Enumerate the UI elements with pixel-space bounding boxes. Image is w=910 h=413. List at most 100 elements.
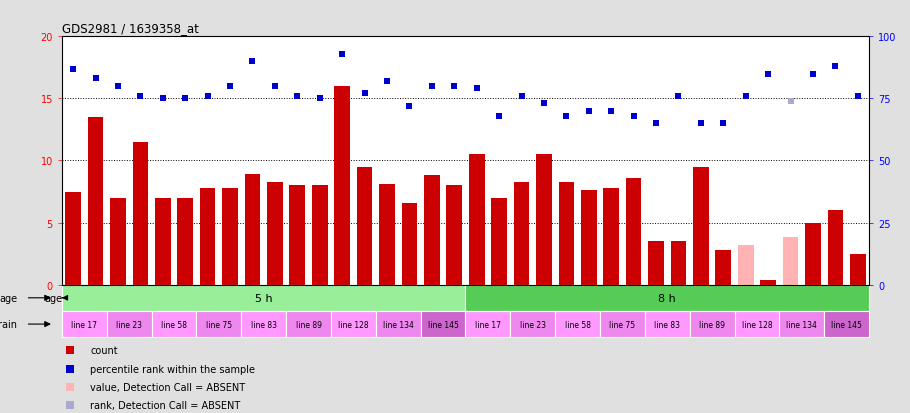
Point	[672, 93, 686, 100]
Bar	[152, 311, 197, 337]
Point	[447, 83, 461, 90]
Point	[537, 101, 551, 107]
Point	[649, 121, 663, 127]
Text: line 134: line 134	[786, 320, 817, 329]
Point	[312, 96, 327, 102]
Bar	[245, 175, 260, 285]
Text: line 145: line 145	[831, 320, 862, 329]
Text: strain: strain	[0, 319, 17, 329]
Text: line 134: line 134	[383, 320, 414, 329]
Bar	[155, 198, 170, 285]
Point	[514, 93, 529, 100]
Point	[290, 93, 305, 100]
Bar	[671, 242, 686, 285]
Bar	[827, 211, 844, 285]
Bar	[62, 311, 106, 337]
Bar	[626, 178, 642, 285]
Bar	[197, 311, 241, 337]
Text: GDS2981 / 1639358_at: GDS2981 / 1639358_at	[62, 22, 198, 35]
Bar	[850, 254, 865, 285]
Point	[200, 93, 215, 100]
Text: 5 h: 5 h	[255, 293, 272, 303]
Point	[245, 59, 259, 65]
Bar	[783, 238, 798, 285]
Point	[828, 64, 843, 70]
Text: line 58: line 58	[564, 320, 591, 329]
Bar	[312, 186, 328, 285]
Text: percentile rank within the sample: percentile rank within the sample	[90, 364, 255, 374]
Bar	[779, 311, 824, 337]
Bar	[581, 191, 597, 285]
Bar	[401, 203, 418, 285]
Point	[156, 96, 170, 102]
Bar	[648, 242, 664, 285]
Bar	[690, 311, 734, 337]
Bar	[110, 198, 126, 285]
Bar	[805, 223, 821, 285]
Bar	[466, 285, 869, 311]
Bar	[693, 167, 709, 285]
Text: line 89: line 89	[296, 320, 321, 329]
Point	[335, 51, 349, 58]
Point	[784, 98, 798, 105]
Bar	[536, 155, 551, 285]
Bar	[420, 311, 465, 337]
Text: line 83: line 83	[250, 320, 277, 329]
Point	[133, 93, 147, 100]
Bar	[286, 311, 331, 337]
Text: age: age	[0, 293, 17, 303]
Point	[559, 113, 573, 120]
Point	[111, 83, 126, 90]
Text: count: count	[90, 345, 117, 355]
Point	[379, 78, 394, 85]
Bar	[133, 142, 148, 285]
Bar	[334, 87, 350, 285]
Bar	[177, 198, 193, 285]
Bar	[734, 311, 779, 337]
Point	[66, 66, 80, 73]
Bar	[645, 311, 690, 337]
Bar	[761, 280, 776, 285]
Bar	[559, 182, 574, 285]
Bar	[241, 311, 286, 337]
Bar	[555, 311, 600, 337]
Bar	[357, 167, 372, 285]
Text: value, Detection Call = ABSENT: value, Detection Call = ABSENT	[90, 382, 246, 392]
Point	[693, 121, 708, 127]
Point	[88, 76, 103, 83]
Text: line 17: line 17	[71, 320, 97, 329]
Bar	[738, 245, 753, 285]
Bar	[106, 311, 152, 337]
Text: line 23: line 23	[116, 320, 142, 329]
Bar	[376, 311, 420, 337]
Point	[223, 83, 238, 90]
Text: line 145: line 145	[428, 320, 459, 329]
Point	[491, 113, 506, 120]
Bar	[200, 188, 216, 285]
Bar	[603, 188, 619, 285]
Bar	[289, 186, 305, 285]
Text: rank, Detection Call = ABSENT: rank, Detection Call = ABSENT	[90, 400, 240, 410]
Text: line 83: line 83	[654, 320, 681, 329]
Text: age: age	[45, 293, 62, 303]
Bar	[491, 198, 507, 285]
Bar	[379, 185, 395, 285]
Bar	[447, 186, 462, 285]
Bar	[424, 176, 440, 285]
Point	[402, 103, 417, 110]
Point	[470, 86, 484, 93]
Text: line 75: line 75	[610, 320, 635, 329]
Bar	[222, 188, 238, 285]
Point	[581, 108, 596, 115]
Bar	[87, 118, 104, 285]
Text: line 58: line 58	[161, 320, 187, 329]
Point	[716, 121, 731, 127]
Text: line 128: line 128	[742, 320, 773, 329]
Bar	[331, 311, 376, 337]
Text: line 75: line 75	[206, 320, 232, 329]
Bar	[824, 311, 869, 337]
Bar	[62, 285, 465, 311]
Point	[761, 71, 775, 78]
Text: line 89: line 89	[699, 320, 725, 329]
Bar	[600, 311, 645, 337]
